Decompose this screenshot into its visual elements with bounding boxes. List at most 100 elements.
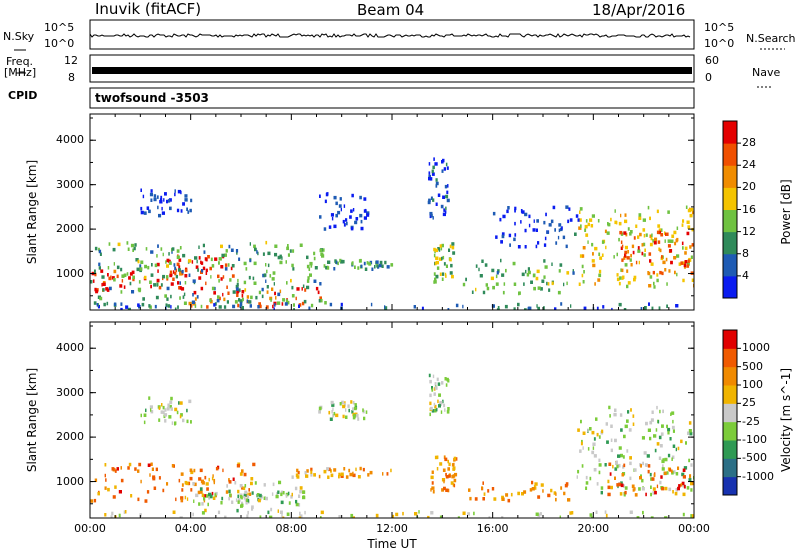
range-cell bbox=[206, 487, 209, 491]
range-cell bbox=[172, 510, 176, 514]
freq-tick-bottom: 8 bbox=[68, 71, 75, 84]
range-cell bbox=[150, 408, 152, 412]
range-cell bbox=[433, 402, 436, 407]
range-cell bbox=[253, 261, 257, 266]
range-cell bbox=[177, 281, 180, 285]
range-cell bbox=[174, 307, 177, 310]
range-cell bbox=[166, 277, 169, 281]
range-cell bbox=[652, 487, 656, 491]
range-cell bbox=[323, 469, 327, 474]
range-cell bbox=[235, 284, 239, 289]
range-cell bbox=[544, 236, 547, 241]
range-cell bbox=[154, 263, 158, 268]
range-cell bbox=[182, 418, 185, 423]
range-cell bbox=[555, 492, 557, 496]
range-cell bbox=[447, 459, 449, 464]
range-cell bbox=[251, 491, 254, 495]
colorbar-swatch bbox=[723, 366, 737, 386]
range-cell bbox=[344, 401, 346, 405]
range-cell bbox=[192, 512, 194, 517]
range-cell bbox=[604, 229, 607, 234]
range-cell bbox=[301, 301, 305, 306]
range-cell bbox=[342, 219, 345, 224]
range-cell bbox=[535, 512, 539, 516]
range-cell bbox=[533, 485, 536, 489]
range-cell bbox=[441, 169, 444, 173]
range-cell bbox=[319, 215, 322, 219]
range-cell bbox=[615, 460, 618, 464]
range-cell bbox=[302, 490, 306, 494]
range-cell bbox=[137, 259, 140, 264]
range-cell bbox=[671, 455, 675, 459]
range-cell bbox=[433, 247, 436, 252]
range-cell bbox=[682, 219, 685, 223]
range-cell bbox=[201, 269, 204, 273]
range-cell bbox=[500, 240, 503, 244]
range-cell bbox=[111, 511, 114, 516]
range-cell bbox=[247, 499, 250, 503]
colorbar-tick-label: 28 bbox=[742, 136, 756, 150]
range-cell bbox=[237, 303, 240, 308]
range-cell bbox=[427, 515, 430, 518]
range-cell bbox=[97, 491, 100, 496]
range-cell bbox=[453, 483, 456, 488]
range-cell bbox=[649, 259, 652, 263]
range-cell bbox=[308, 267, 311, 271]
range-cell bbox=[160, 283, 163, 287]
range-cell bbox=[281, 302, 284, 306]
range-cell bbox=[637, 249, 641, 253]
range-cell bbox=[120, 478, 124, 483]
range-cell bbox=[414, 512, 418, 516]
range-cell bbox=[534, 482, 538, 486]
range-cell bbox=[445, 488, 449, 492]
x-tick-label: 08:00 bbox=[275, 522, 308, 535]
range-cell bbox=[623, 484, 625, 488]
range-cell bbox=[441, 256, 443, 261]
range-cell bbox=[485, 283, 488, 287]
range-cell bbox=[664, 239, 666, 243]
range-cell bbox=[626, 419, 629, 423]
range-cell bbox=[661, 255, 663, 259]
range-cell bbox=[140, 188, 142, 192]
range-cell bbox=[434, 248, 439, 253]
range-cell bbox=[585, 486, 588, 490]
range-cell bbox=[326, 265, 329, 270]
range-cell bbox=[363, 197, 367, 201]
range-cell bbox=[621, 473, 624, 477]
range-cell bbox=[170, 396, 173, 401]
range-cell bbox=[668, 269, 671, 273]
range-cell bbox=[632, 250, 635, 255]
range-cell bbox=[333, 411, 336, 416]
range-cell bbox=[441, 381, 444, 385]
range-cell bbox=[635, 224, 638, 228]
range-cell bbox=[92, 279, 95, 283]
range-cell bbox=[528, 214, 531, 219]
range-cell bbox=[228, 480, 232, 484]
range-cell bbox=[501, 497, 505, 501]
range-cell bbox=[153, 283, 156, 287]
range-cell bbox=[432, 490, 435, 494]
range-cell bbox=[686, 220, 690, 224]
range-cell bbox=[205, 482, 209, 486]
range-cell bbox=[299, 486, 303, 490]
range-cell bbox=[497, 306, 500, 310]
range-cell bbox=[437, 247, 440, 251]
range-cell bbox=[166, 482, 169, 486]
range-cell bbox=[156, 262, 160, 267]
range-cell bbox=[613, 255, 615, 259]
range-cell bbox=[226, 285, 228, 289]
range-cell bbox=[287, 244, 289, 248]
range-cell bbox=[587, 447, 590, 451]
range-cell bbox=[483, 492, 486, 496]
cpid-value: twofsound -3503 bbox=[95, 91, 209, 105]
range-cell bbox=[447, 184, 449, 188]
range-cell bbox=[590, 224, 594, 228]
range-cell bbox=[609, 414, 611, 418]
range-cell bbox=[319, 282, 322, 286]
range-cell bbox=[280, 500, 284, 505]
range-cell bbox=[228, 496, 230, 501]
range-cell bbox=[501, 516, 504, 518]
range-cell bbox=[243, 472, 247, 477]
range-cell bbox=[517, 245, 521, 249]
range-cell bbox=[155, 467, 158, 472]
